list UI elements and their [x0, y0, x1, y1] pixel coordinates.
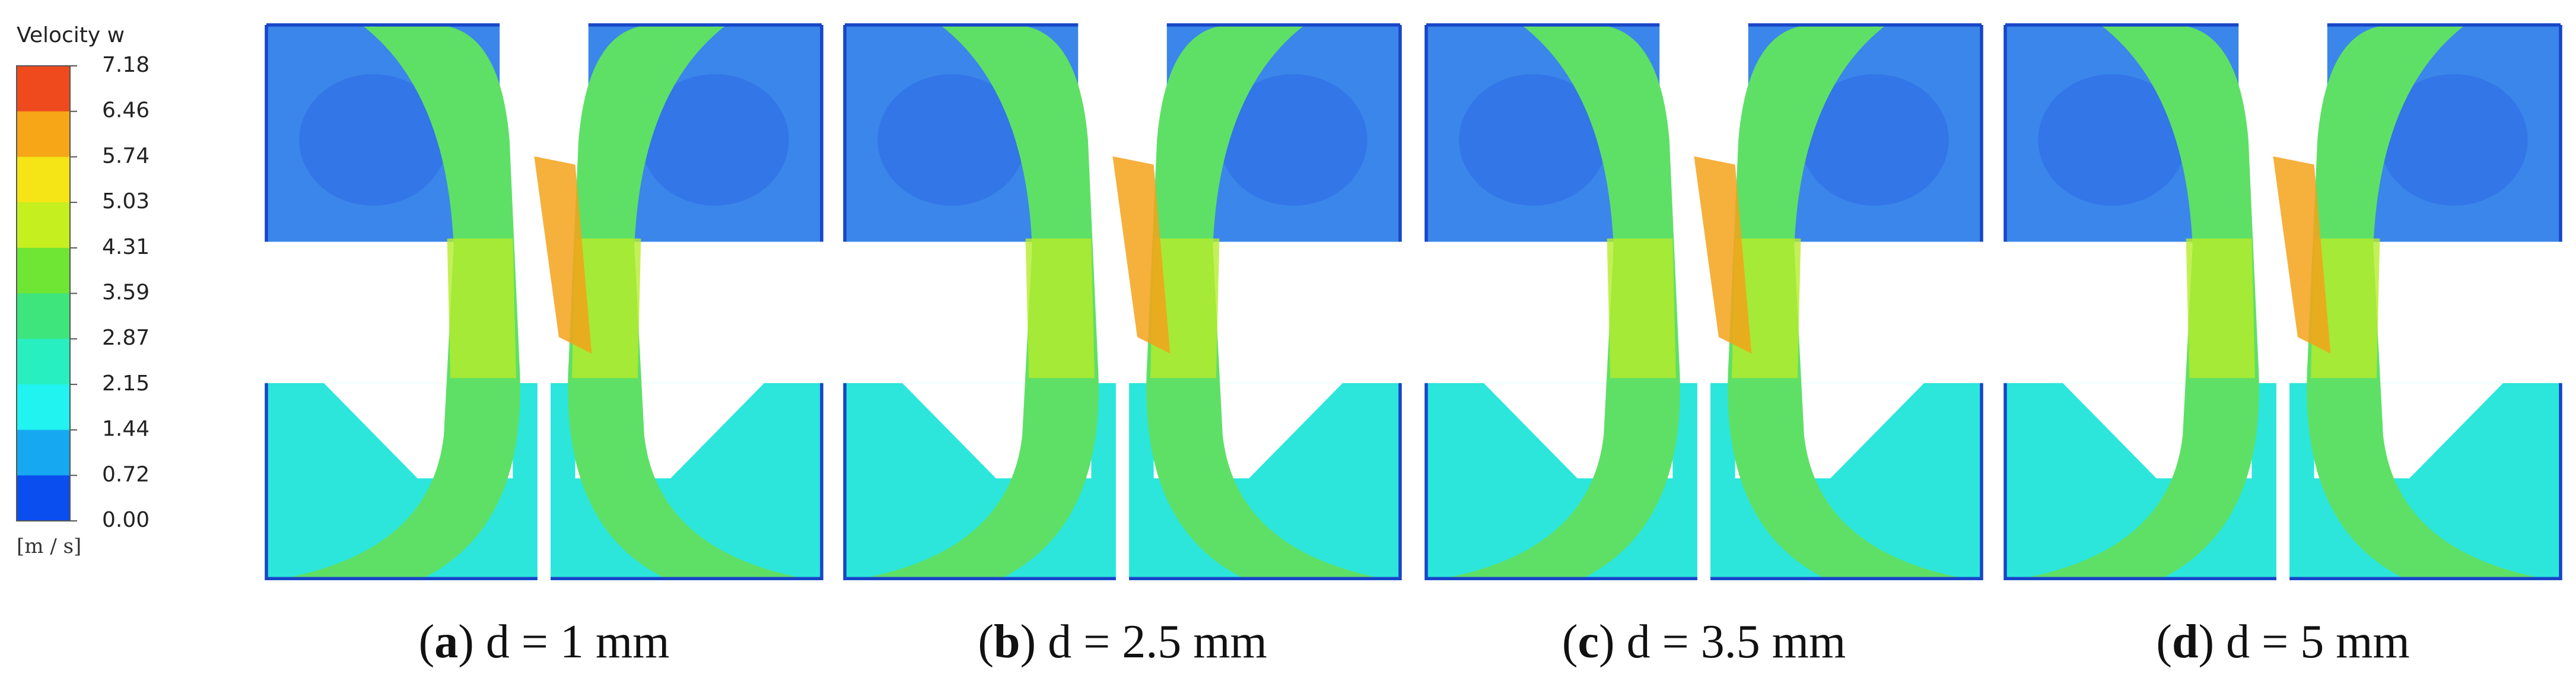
legend-band: [17, 247, 70, 294]
caption-part: c: [1578, 616, 1599, 668]
caption-part: (: [419, 616, 435, 668]
contour-image: [1426, 25, 1982, 578]
caption-part: b: [994, 616, 1020, 668]
legend-band: [17, 475, 70, 521]
legend-label: 2.87: [102, 326, 150, 350]
legend-band: [17, 339, 70, 385]
legend-label: 0.00: [102, 508, 150, 532]
panel-caption: (d) d = 5 mm: [2156, 616, 2409, 668]
legend-unit: [m / s]: [17, 535, 81, 558]
legend-band: [17, 157, 70, 203]
legend-band: [17, 430, 70, 476]
legend-label: 5.74: [102, 144, 150, 168]
caption-part: ) d = 1 mm: [458, 616, 669, 668]
panel-caption: (b) d = 2.5 mm: [978, 616, 1267, 668]
legend-label: 3.59: [102, 281, 150, 305]
contour-panel: [266, 25, 822, 578]
legend: 7.18 6.46 5.74 5.03 4.31 3.59 2.87 2.15 1.44 0.72…: [16, 53, 150, 532]
panel-caption: (a) d = 1 mm: [419, 616, 670, 668]
legend-band: [17, 293, 70, 339]
caption-part: (: [2156, 616, 2172, 668]
legend-label: 4.31: [102, 235, 150, 259]
caption-part: d: [2172, 616, 2199, 668]
contour-panel: [1426, 25, 1982, 578]
caption-part: ) d = 3.5 mm: [1599, 616, 1846, 668]
legend-title: Velocity w: [17, 23, 125, 47]
caption-part: ) d = 5 mm: [2198, 616, 2409, 668]
contour-panel: [2005, 25, 2561, 578]
caption-part: (: [978, 616, 994, 668]
panels: (a) d = 1 mm (b) d = 2.5 mm (c) d = 3.5 mm…: [266, 25, 2561, 668]
caption-part: ) d = 2.5 mm: [1020, 616, 1267, 668]
legend-label: 2.15: [102, 371, 150, 396]
legend-band: [17, 111, 70, 157]
legend-band: [17, 384, 70, 431]
legend-label: 5.03: [102, 189, 150, 214]
contour-panel: [845, 25, 1400, 578]
legend-band: [17, 66, 70, 112]
contour-image: [845, 25, 1400, 578]
panel-caption: (c) d = 3.5 mm: [1562, 616, 1846, 668]
legend-band: [17, 202, 70, 249]
contour-image: [2005, 25, 2561, 578]
caption-part: (: [1562, 616, 1578, 668]
legend-label: 0.72: [102, 462, 150, 486]
caption-part: a: [434, 616, 458, 668]
contour-image: [266, 25, 822, 578]
legend-label: 6.46: [102, 98, 150, 123]
legend-label: 7.18: [102, 53, 150, 77]
legend-label: 1.44: [102, 417, 150, 441]
